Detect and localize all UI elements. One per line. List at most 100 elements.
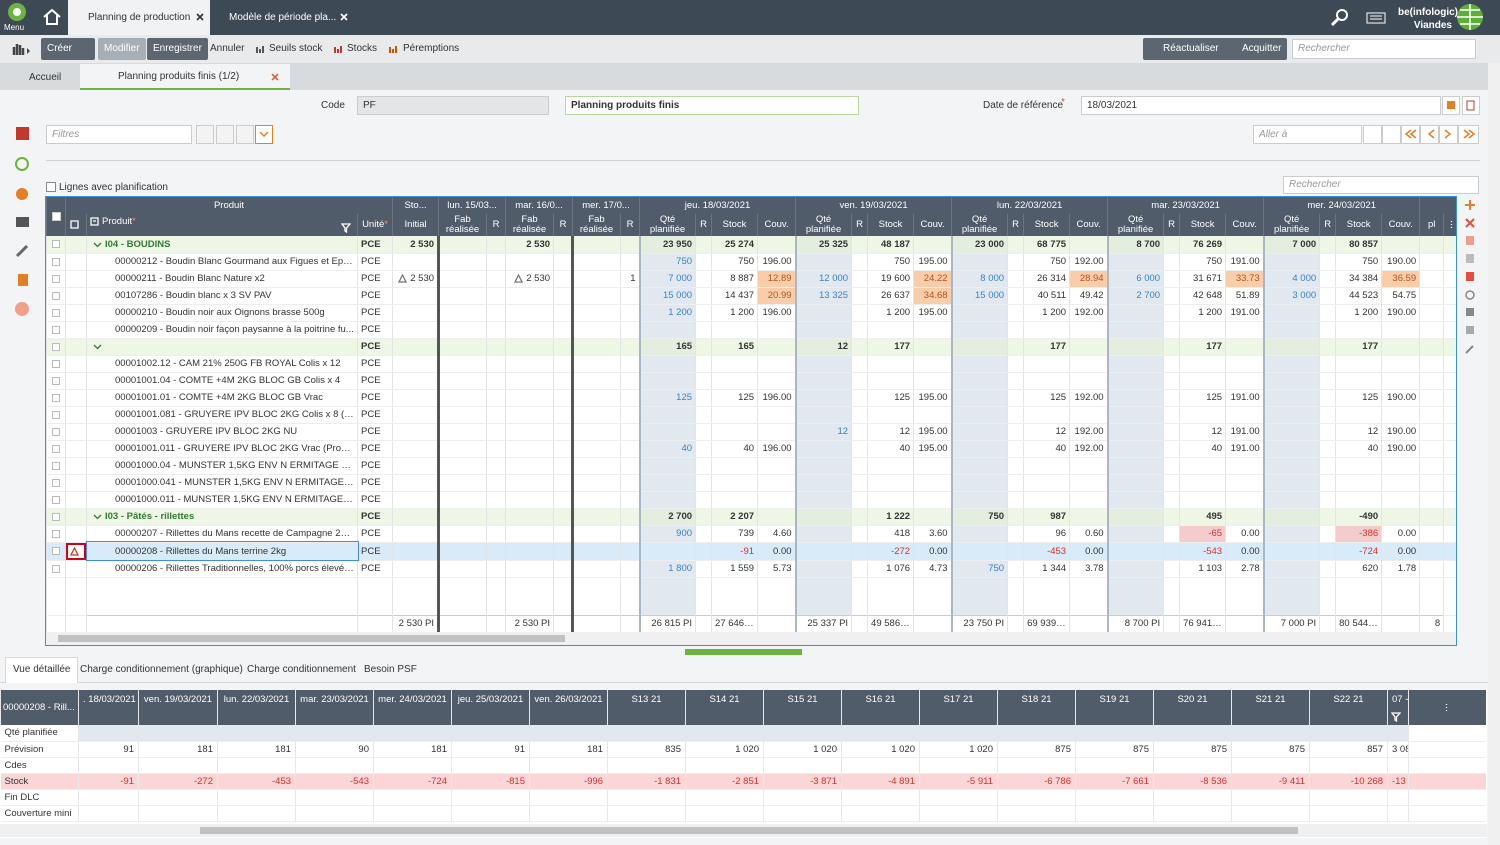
- checkbox[interactable]: [52, 359, 60, 368]
- alert-icon[interactable]: [66, 542, 86, 559]
- cell: 125: [1335, 389, 1382, 407]
- date-buttons[interactable]: [1442, 96, 1480, 115]
- close-icon[interactable]: [340, 13, 348, 21]
- checkbox[interactable]: [52, 393, 60, 402]
- tab-active[interactable]: Vue détaillée: [5, 657, 79, 683]
- save-button[interactable]: Enregistrer: [147, 38, 208, 60]
- cell: [1319, 270, 1336, 288]
- checkbox[interactable]: [52, 274, 60, 283]
- close-icon[interactable]: [271, 73, 279, 81]
- cell: [950, 423, 1008, 441]
- nav-buttons[interactable]: [1363, 125, 1480, 144]
- close-icon[interactable]: [196, 13, 204, 21]
- keyboard-icon[interactable]: [1366, 12, 1386, 24]
- checkbox[interactable]: [52, 427, 60, 436]
- cell-value: 165: [738, 341, 755, 352]
- checkbox[interactable]: [51, 212, 61, 221]
- modify-button[interactable]: Modifier: [98, 38, 146, 60]
- cell: [1443, 542, 1456, 561]
- cancel-button[interactable]: Annuler: [210, 43, 245, 54]
- checkbox[interactable]: [52, 257, 60, 266]
- scroll-thumb[interactable]: [58, 635, 565, 642]
- splitter-handle[interactable]: [685, 649, 802, 655]
- checkbox[interactable]: [52, 529, 60, 538]
- cell: [1443, 270, 1456, 288]
- menu-label[interactable]: Menu: [4, 23, 25, 32]
- checkbox[interactable]: [52, 564, 60, 573]
- checkbox[interactable]: [52, 342, 60, 351]
- checkbox[interactable]: [52, 461, 60, 470]
- cell-value: 23 000: [975, 238, 1005, 250]
- cell: [695, 270, 712, 288]
- cell-value: PCE: [361, 358, 381, 369]
- h-scrollbar[interactable]: [46, 632, 1456, 645]
- row-icon: [65, 491, 87, 509]
- menu-icon[interactable]: [7, 2, 27, 22]
- checkbox[interactable]: [52, 444, 60, 453]
- tab[interactable]: Planning de production: [68, 0, 210, 35]
- v-scrollbar[interactable]: [1488, 63, 1500, 845]
- code-input[interactable]: PF: [357, 96, 549, 115]
- name-input[interactable]: Planning produits finis: [565, 96, 859, 115]
- cell-value: 1.78: [1397, 563, 1417, 574]
- cell: [1309, 805, 1388, 822]
- cell-value: 1 200: [730, 307, 755, 318]
- cell: [392, 321, 439, 339]
- globe-icon[interactable]: [1456, 3, 1484, 31]
- sidebar-icons[interactable]: [14, 124, 40, 319]
- option-label[interactable]: Lignes avec planification: [59, 182, 168, 193]
- header-label: R: [1168, 219, 1176, 230]
- cell: [553, 253, 573, 271]
- search-icon[interactable]: [1330, 8, 1350, 28]
- tab[interactable]: Charge conditionnement: [247, 664, 356, 675]
- cell: [757, 508, 796, 526]
- home-icon[interactable]: [43, 9, 61, 25]
- goto-input[interactable]: Aller à: [1253, 125, 1362, 144]
- checkbox[interactable]: [52, 291, 60, 300]
- checkbox[interactable]: [52, 376, 60, 385]
- refresh-button[interactable]: Réactualiser: [1143, 38, 1225, 60]
- checkbox[interactable]: [52, 410, 60, 419]
- cell-value: 125: [676, 392, 693, 403]
- cell-value: 190.00: [1387, 392, 1417, 403]
- checkbox[interactable]: [52, 240, 60, 249]
- h-scrollbar[interactable]: [0, 824, 1487, 837]
- home-crumb[interactable]: Accueil: [29, 72, 62, 83]
- checkbox[interactable]: [52, 478, 60, 487]
- filter-buttons[interactable]: [196, 125, 274, 144]
- acknowledge-button[interactable]: Acquitter: [1222, 38, 1288, 60]
- checkbox[interactable]: [52, 495, 60, 504]
- checkbox[interactable]: [52, 325, 60, 334]
- checkbox[interactable]: [52, 512, 60, 521]
- filter-input[interactable]: Filtres: [46, 125, 192, 144]
- active-crumb[interactable]: Planning produits finis (1/2): [80, 64, 290, 90]
- tab[interactable]: Besoin PSF: [364, 664, 417, 675]
- cell: [1443, 338, 1456, 356]
- cell: [571, 321, 621, 339]
- column-menu[interactable]: [1408, 690, 1486, 725]
- date-input[interactable]: 18/03/2021: [1081, 96, 1441, 115]
- cell: [553, 372, 573, 390]
- stocks-button[interactable]: Stocks: [347, 43, 378, 54]
- grid-actions[interactable]: [1462, 198, 1478, 356]
- grid-search[interactable]: Rechercher: [1283, 176, 1479, 194]
- product-row: 00001001.01 - COMTE +4M 2KG BLOC GB Vrac…: [46, 389, 1456, 407]
- scroll-thumb[interactable]: [200, 827, 1298, 834]
- checkbox[interactable]: [52, 547, 60, 555]
- row-icon: [65, 474, 87, 492]
- hand-icon[interactable]: [10, 41, 32, 57]
- cell: 196.00: [757, 304, 796, 322]
- option-checkbox[interactable]: [46, 182, 56, 192]
- tab[interactable]: Charge conditionnement (graphique): [80, 664, 243, 675]
- thresholds-button[interactable]: Seuils stock: [269, 43, 323, 54]
- product-name: 00000209 - Boudin noir façon paysanne à …: [115, 324, 354, 335]
- column-menu[interactable]: [1443, 214, 1456, 236]
- cell: [1163, 457, 1180, 475]
- cell: [437, 372, 487, 390]
- total-value: 2 530 PI: [398, 618, 435, 629]
- search-input[interactable]: Rechercher: [1292, 39, 1476, 59]
- create-button[interactable]: Créer: [41, 38, 95, 60]
- checkbox[interactable]: [52, 308, 60, 317]
- expiry-button[interactable]: Péremptions: [403, 43, 460, 54]
- tab[interactable]: Modèle de période pla...: [210, 0, 355, 35]
